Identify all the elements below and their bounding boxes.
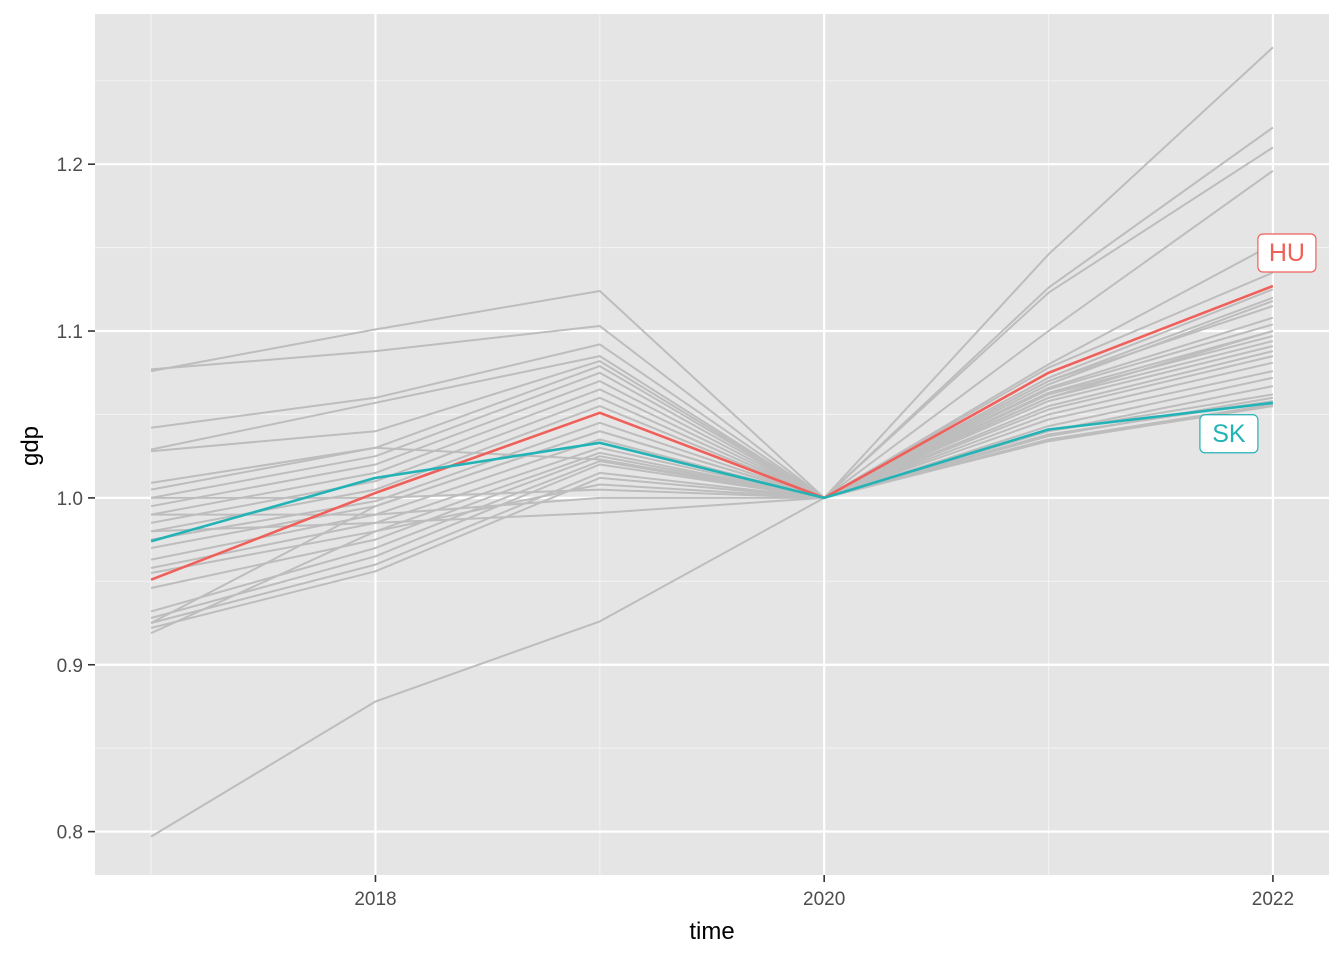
series-line-background — [150, 345, 1274, 561]
series-line-sk — [150, 401, 1274, 543]
x-tick-label: 2020 — [803, 889, 845, 910]
minor-gridlines — [95, 14, 1329, 875]
y-tick-label: 0.8 — [57, 823, 83, 844]
series-line-background — [150, 350, 1274, 569]
series-line-background — [151, 146, 1274, 499]
x-tick-label: 2022 — [1252, 889, 1294, 910]
y-axis: 0.8 0.9 1.0 1.1 1.2 — [57, 155, 95, 844]
series-line-background — [150, 330, 1274, 533]
series-line-background — [150, 300, 1274, 508]
y-tick-label: 1.1 — [57, 322, 83, 343]
y-tick-label: 0.9 — [57, 656, 83, 677]
series-line-background — [150, 403, 1274, 635]
series-line-background — [151, 271, 1274, 499]
series-line-background — [150, 316, 1274, 516]
series-line-background — [150, 296, 1274, 499]
series-line-background — [151, 405, 1274, 499]
x-axis-title: time — [689, 918, 734, 945]
series-line-background — [150, 46, 1274, 838]
y-tick-label: 1.2 — [57, 155, 83, 176]
series-line-background — [151, 400, 1274, 516]
series-line-background — [150, 169, 1274, 499]
series-line-background — [150, 330, 1274, 499]
series-line-background — [150, 376, 1274, 619]
y-axis-title: gdp — [17, 426, 44, 466]
y-tick-label: 1.0 — [57, 489, 83, 510]
x-tick-label: 2018 — [354, 889, 396, 910]
series-line-hu — [150, 284, 1274, 581]
series-label-hu: HU — [1269, 239, 1305, 267]
series-label-box-hu — [1257, 233, 1317, 273]
x-axis: 2018 2020 2022 — [354, 875, 1294, 910]
series-line-background — [150, 243, 1274, 499]
series-line-background — [150, 288, 1274, 499]
series-line-background — [150, 126, 1274, 499]
series-line-background — [150, 355, 1274, 574]
series-line-background — [150, 385, 1274, 624]
series-label-group: HU SK — [1199, 233, 1317, 454]
series-line-background — [150, 305, 1274, 624]
series-label-box-sk — [1199, 414, 1259, 454]
highlight-series-group — [150, 284, 1274, 581]
series-label-sk: SK — [1212, 420, 1246, 448]
